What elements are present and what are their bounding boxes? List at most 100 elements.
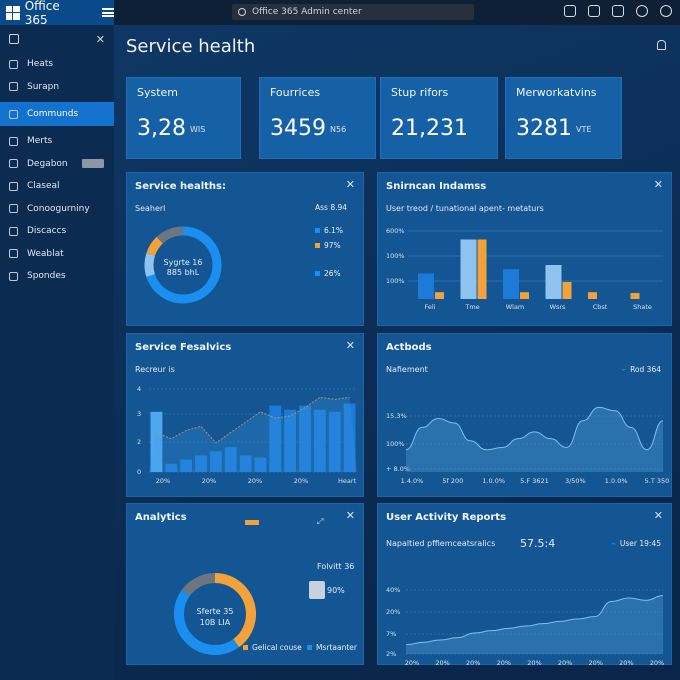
bar[interactable] (284, 409, 297, 472)
donut-center-line1: Sygrte 16 (163, 258, 203, 267)
sidebar-item[interactable]: Claseal (0, 175, 114, 198)
toggle-switch[interactable] (82, 159, 104, 169)
legend-item: 97% (315, 241, 341, 250)
bar[interactable] (195, 455, 207, 472)
bar[interactable] (460, 239, 477, 300)
bar[interactable] (254, 457, 267, 472)
sidebar-item[interactable]: Conoogurniny (0, 198, 114, 221)
stat-card-networks[interactable]: Merworkatvins 3281 VTE (505, 77, 622, 159)
bar[interactable] (520, 292, 529, 299)
expand-icon[interactable]: ⤢ (317, 517, 324, 526)
stat-card-sources[interactable]: Fourrices 3459 N56 (259, 77, 376, 159)
card-analytics: Analytics ✕ ⤢ Sferte 35 10B LIA Folvitt … (126, 503, 364, 665)
donut-center-line2: 10B LIA (199, 618, 231, 627)
bar[interactable] (269, 405, 282, 472)
search-input[interactable] (252, 7, 468, 17)
brand[interactable]: Office 365 (0, 0, 114, 27)
sidebar-item[interactable]: Degabon (0, 153, 114, 176)
share-icon[interactable] (612, 5, 624, 17)
x-tick-label: 20% (527, 659, 541, 666)
bar-chart: 600% 100% 100% Feli Tme Wlam Wsrs Cbst Shate (386, 227, 663, 311)
donut-chart (174, 573, 256, 655)
bar[interactable] (180, 459, 193, 472)
nav-icon (9, 271, 18, 281)
sidebar-item[interactable]: Discaccs (0, 220, 114, 243)
trend-line (156, 396, 350, 444)
close-icon[interactable]: ✕ (653, 178, 663, 191)
card-user-activity: User Activity Reports ✕ Napaltied pffiem… (377, 503, 672, 666)
bar[interactable] (165, 463, 178, 472)
card-subtitle: Napaltied pffiemceatsralics (386, 539, 496, 548)
nav-icon (9, 136, 18, 146)
bar[interactable] (224, 447, 237, 472)
sidebar-item[interactable]: Spondes (0, 265, 114, 288)
app-title: Office 365 (24, 0, 60, 27)
nav-icon (9, 109, 18, 119)
card-service-healths: Service healths: ✕ Seaherl Sygrte 16 885… (126, 172, 364, 326)
avatar-icon[interactable] (660, 5, 672, 17)
bar[interactable] (477, 239, 487, 300)
x-tick-label: Feli (425, 303, 436, 311)
metric-value: 57.5:4 (520, 537, 556, 550)
bar[interactable] (328, 411, 341, 472)
bar[interactable] (343, 403, 356, 472)
x-tick-label: 3/50% (565, 477, 586, 485)
close-icon[interactable]: ✕ (345, 509, 355, 522)
card-service-fesalvics: Service Fesalvics ✕ Recreur is 4 3 2 0 20% 20… (126, 333, 364, 497)
search-bar[interactable] (232, 4, 474, 20)
sidebar-nav: Heats Surapn Communds Merts Degabon Claseal Co… (0, 53, 114, 288)
stat-card-system[interactable]: System 3,28 WIS (126, 77, 241, 159)
bar[interactable] (299, 405, 311, 472)
bar[interactable] (588, 292, 597, 299)
sidebar-item[interactable]: Communds (0, 102, 114, 126)
notification-icon[interactable] (657, 40, 666, 50)
x-tick-label: 1.0.0% (482, 477, 505, 485)
stat-label: Fourrices (270, 86, 321, 99)
bar[interactable] (435, 292, 444, 299)
bar[interactable] (630, 293, 640, 299)
stat-value: 21,231 (391, 116, 468, 141)
trend-area (149, 397, 357, 472)
bar[interactable] (239, 455, 252, 472)
bar[interactable] (562, 282, 572, 299)
close-icon[interactable]: ✕ (345, 339, 355, 352)
sidebar-item[interactable]: Weablat (0, 243, 114, 266)
nav-icon (9, 59, 18, 69)
card-title: Service Fesalvics (135, 342, 232, 353)
sidebar-item[interactable]: Surapn (0, 76, 114, 99)
y-tick-label: 4 (137, 385, 141, 393)
x-tick-label: Wlam (506, 303, 525, 311)
panel-icon[interactable] (9, 34, 19, 44)
bar[interactable] (503, 269, 519, 299)
bar[interactable] (418, 273, 434, 300)
sidebar-item[interactable]: Merts (0, 130, 114, 153)
x-tick-label: 20% (650, 659, 664, 666)
legend-item: 26% (315, 269, 341, 278)
pen-icon[interactable] (564, 5, 576, 17)
x-tick-label: 20% (294, 477, 308, 485)
stat-card-stup[interactable]: Stup rifors 21,231 (380, 77, 498, 159)
x-tick-label: 20% (202, 477, 216, 485)
sidebar-item-label: Conoogurniny (27, 203, 90, 214)
bell-icon[interactable] (588, 5, 600, 17)
donut-center-line2: 885 bhL (166, 268, 200, 277)
close-sidebar-icon[interactable]: ✕ (95, 32, 105, 46)
settings-icon[interactable] (636, 5, 648, 17)
card-snirncan: Snirncan Indamss ✕ User treod / tunation… (377, 172, 672, 326)
marker-icon (245, 520, 259, 525)
main-content: Service health System 3,28 WIS Fourrices … (114, 25, 680, 680)
bar[interactable] (150, 411, 163, 472)
x-tick-label: 5.T 350 (645, 477, 670, 485)
close-icon[interactable]: ✕ (345, 178, 355, 191)
bar[interactable] (313, 409, 326, 472)
bar[interactable] (209, 451, 222, 472)
x-tick-label: Wsrs (550, 303, 566, 311)
sidebar-item[interactable]: Heats (0, 53, 114, 76)
close-icon[interactable]: ✕ (653, 509, 663, 522)
donut-slice (146, 226, 222, 304)
hamburger-menu-icon[interactable] (102, 8, 114, 17)
legend-item: Msrtaanter (307, 643, 357, 652)
stat-label: System (137, 86, 179, 99)
sidebar-item-label: Spondes (27, 271, 66, 282)
bar[interactable] (545, 265, 562, 299)
